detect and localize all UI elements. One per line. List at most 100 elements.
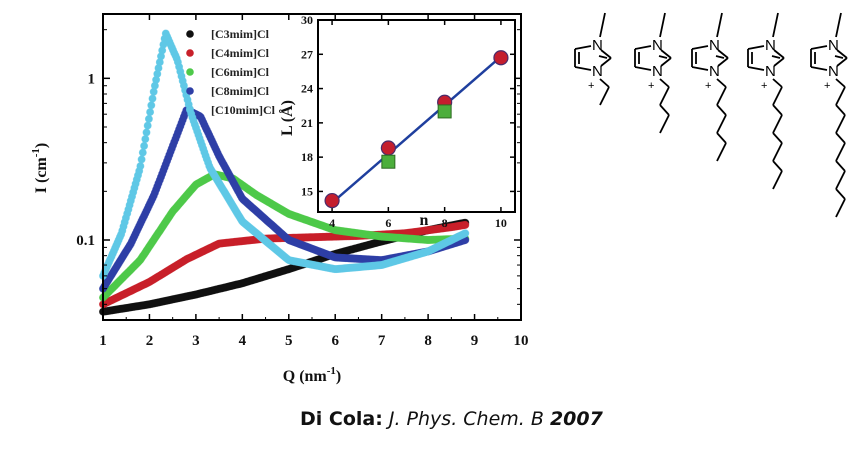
chain-bond <box>659 104 670 116</box>
chain-bond <box>835 78 846 88</box>
nitrogen-label: N <box>765 37 776 54</box>
chain-bond <box>835 160 846 172</box>
x-tick-label: 5 <box>285 333 293 349</box>
nitrogen-label: N <box>709 37 720 54</box>
positive-charge: + <box>588 80 594 92</box>
chain-bond <box>772 142 783 162</box>
series-c4mimcl <box>99 220 470 309</box>
citation-journal: J. Phys. Chem. B <box>388 408 544 430</box>
ring-bond <box>600 49 612 59</box>
main-chart-ticks: 1 2 3 4 5 6 7 8 9 10 0.1 1 <box>76 14 529 349</box>
double-bond <box>834 55 844 59</box>
methyl-bond <box>835 12 842 38</box>
inset-y-tick-label: 15 <box>301 184 313 198</box>
x-tick-label: 10 <box>514 333 529 349</box>
legend-item: [C6mim]Cl <box>186 65 270 79</box>
chain-bond <box>772 78 783 88</box>
data-point <box>146 108 155 117</box>
data-point <box>138 148 147 157</box>
double-bond <box>598 55 608 59</box>
positive-charge: + <box>824 80 830 92</box>
imidazolium-structures: NN+NN+NN+NN+NN+ <box>574 12 848 218</box>
data-point <box>140 141 149 150</box>
data-point <box>147 101 156 110</box>
ring-bond <box>574 66 592 71</box>
data-point <box>461 220 470 229</box>
inset-chart-content: 4 6 8 10 15 18 21 24 27 30 <box>301 13 515 230</box>
inset-y-tick-label: 21 <box>301 116 313 130</box>
x-tick-label: 3 <box>192 333 200 349</box>
chain-bond <box>599 78 610 88</box>
legend-item: [C10mim]Cl <box>186 103 276 117</box>
molecule-c8mim: NN+ <box>747 12 785 190</box>
chain-bond <box>599 86 610 106</box>
data-point <box>137 155 146 164</box>
double-bond <box>771 55 781 59</box>
molecule-c10mim: NN+ <box>810 12 848 218</box>
chain-bond <box>835 86 846 106</box>
ring-bond <box>660 49 672 59</box>
methyl-bond <box>599 12 606 38</box>
ring-bond <box>634 45 652 50</box>
x-tick-label: 4 <box>239 333 247 349</box>
main-chart-series <box>99 29 470 316</box>
ring-bond <box>810 45 828 50</box>
x-tick-label: 1 <box>99 333 107 349</box>
chain-bond <box>659 114 670 134</box>
inset-y-tick-label: 27 <box>301 47 313 61</box>
inset-circle-point <box>324 192 340 209</box>
data-point <box>142 128 151 137</box>
nitrogen-label: N <box>828 63 839 80</box>
main-y-axis-label: I (cm-1) <box>30 143 50 193</box>
inset-y-tick-label: 24 <box>301 82 313 96</box>
nitrogen-label: N <box>709 63 720 80</box>
x-tick-label: 9 <box>471 333 479 349</box>
ring-bond <box>634 66 652 71</box>
data-point <box>461 229 470 238</box>
data-point <box>141 135 150 144</box>
inset-x-tick-label: 8 <box>442 216 448 230</box>
data-point <box>136 162 145 171</box>
x-tick-label: 6 <box>331 333 339 349</box>
x-tick-label: 2 <box>146 333 154 349</box>
ring-bond <box>574 45 592 50</box>
chain-bond <box>835 132 846 144</box>
ring-bond <box>600 57 612 67</box>
inset-y-axis-label: L (Å) <box>278 100 296 136</box>
inset-y-tick-label: 18 <box>301 150 313 164</box>
legend-label: [C8mim]Cl <box>211 84 270 98</box>
chain-bond <box>659 86 670 106</box>
positive-charge: + <box>705 80 711 92</box>
molecule-c6mim: NN+ <box>691 12 729 162</box>
legend-marker <box>186 106 194 114</box>
legend-marker <box>186 49 194 57</box>
nitrogen-label: N <box>765 63 776 80</box>
legend-marker <box>186 68 194 76</box>
inset-x-tick-label: 6 <box>385 216 391 230</box>
nitrogen-label: N <box>592 63 603 80</box>
chain-bond <box>772 160 783 172</box>
data-point <box>143 121 152 130</box>
main-chart: 1 2 3 4 5 6 7 8 9 10 0.1 1 Q (nm-1) I (cm-1) [C3mim… <box>30 13 529 385</box>
chain-bond <box>772 170 783 190</box>
legend-item: [C8mim]Cl <box>186 84 270 98</box>
legend-label: [C4mim]Cl <box>211 46 270 60</box>
legend-marker <box>186 87 194 95</box>
chain-bond <box>835 142 846 162</box>
legend-marker <box>186 30 194 38</box>
inset-fit-line <box>331 55 502 204</box>
ring-bond <box>660 57 672 67</box>
double-bond <box>658 55 668 59</box>
methyl-bond <box>772 12 779 38</box>
nitrogen-label: N <box>592 37 603 54</box>
inset-x-axis-label: n <box>420 212 429 229</box>
legend-item: [C4mim]Cl <box>186 46 270 60</box>
chain-bond <box>835 170 846 190</box>
molecule-c4mim: NN+ <box>634 12 672 134</box>
chain-bond <box>835 188 846 200</box>
inset-x-tick-label: 4 <box>329 216 335 230</box>
inset-chart: 4 6 8 10 15 18 21 24 27 30 L (Å) n <box>278 13 516 230</box>
chain-bond <box>716 78 727 88</box>
chain-bond <box>772 114 783 134</box>
nitrogen-label: N <box>652 63 663 80</box>
